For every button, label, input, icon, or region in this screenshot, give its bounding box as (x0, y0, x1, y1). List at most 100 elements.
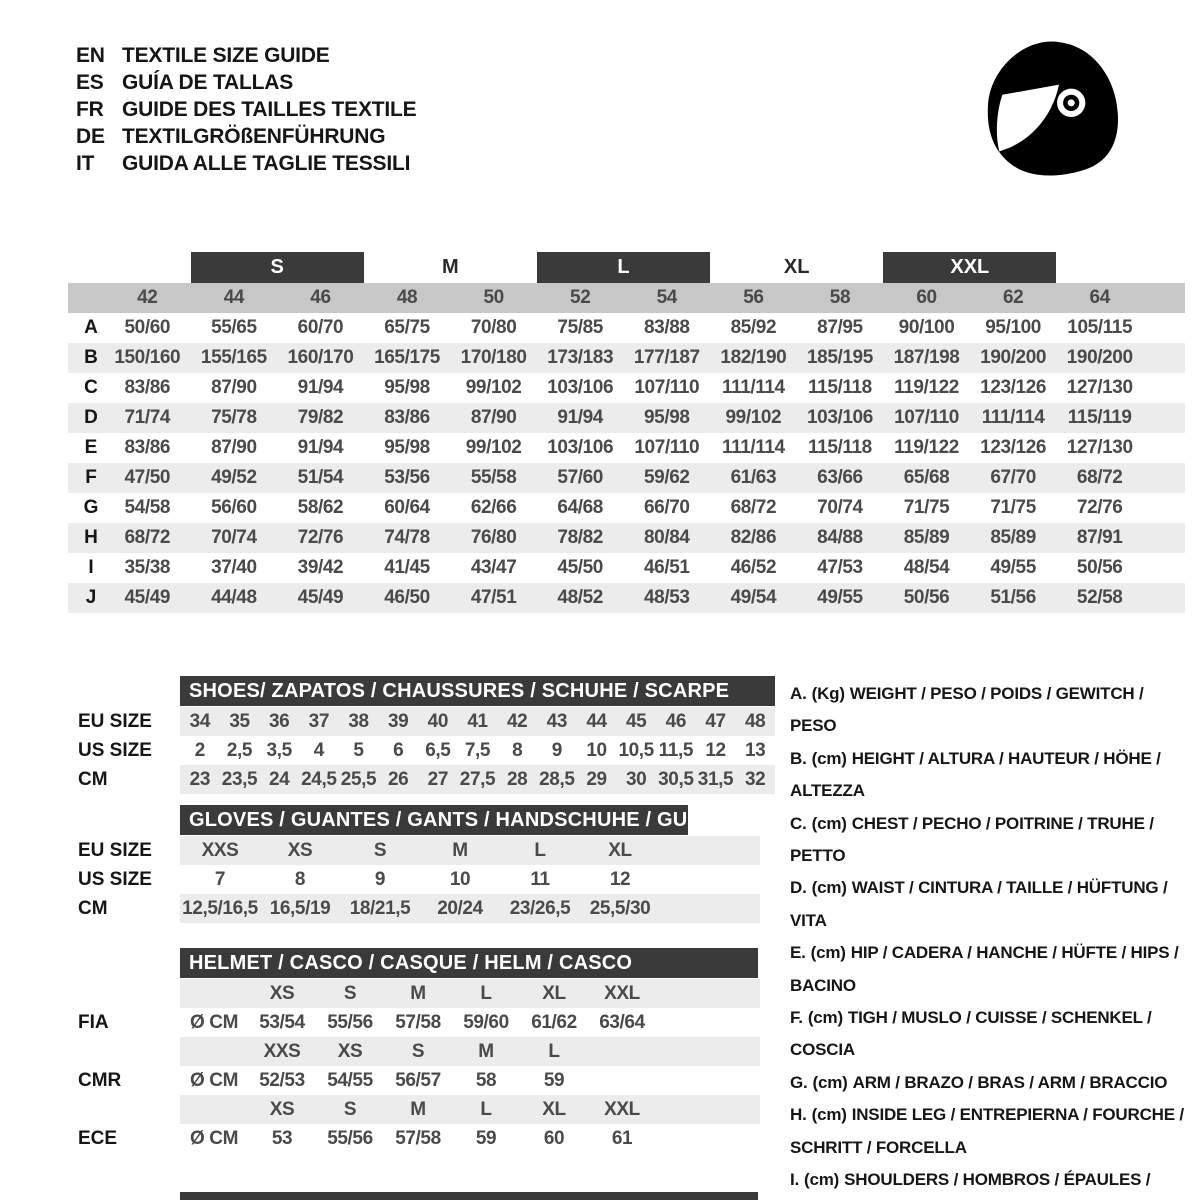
measure-value: 47/53 (817, 557, 863, 578)
legend-unit: (cm) (807, 1008, 843, 1028)
measure-value: 70/74 (211, 527, 257, 548)
numeric-size: 50 (483, 287, 504, 308)
numeric-size: 54 (656, 287, 678, 308)
language-code: FR (76, 98, 104, 121)
measure-value: 49/52 (211, 467, 257, 488)
legend-item: G. (cm) ARM / BRAZO / BRAS / ARM / BRACCIO (790, 1067, 1194, 1099)
size-row: US SIZE 2 2,5 3,5 4 5 6 6,5 7,5 8 9 10 10,5 11,5 12 13 (78, 736, 775, 765)
legend-text: HIP / CADERA / HANCHE / HÜFTE / HIPS / B… (790, 943, 1179, 995)
measure-value: 83/88 (644, 317, 690, 338)
size-value: 43 (546, 710, 568, 732)
measure-value: 127/130 (1066, 437, 1133, 458)
size-value: 10,5 (618, 739, 654, 761)
measure-value: 119/122 (894, 377, 959, 398)
measure-row-label: B (84, 347, 98, 368)
helmet-size-label: M (478, 1040, 494, 1062)
measure-value: 87/90 (470, 407, 517, 428)
size-value: 24,5 (301, 768, 337, 790)
shoes-size-table: SHOES/ ZAPATOS / CHAUSSURES / SCHUHE / S… (78, 676, 775, 794)
measure-value: 84/88 (817, 527, 863, 548)
standard-label: FIA (78, 1011, 109, 1033)
legend-item: C. (cm) CHEST / PECHO / POITRINE / TRUHE /… (790, 808, 1194, 873)
measure-value: 39/42 (297, 557, 344, 578)
size-row-label: CM (78, 897, 108, 919)
legend-key: A. (790, 684, 807, 703)
numeric-size: 56 (743, 287, 764, 308)
helmet-size-cells: XXS XS S M L (180, 1037, 760, 1066)
measure-row-label: J (85, 587, 97, 608)
helmet-size-label: M (410, 982, 426, 1004)
helmet-size-label: S (411, 1040, 425, 1062)
measure-value: 115/118 (808, 377, 872, 398)
legend-key: C. (790, 813, 807, 833)
legend-text: WEIGHT / PESO / POIDS / GEWITCH / PESO (790, 684, 1144, 736)
measure-value: 49/55 (817, 587, 863, 608)
measure-value: 107/110 (634, 377, 700, 398)
size-value: 30 (625, 768, 647, 790)
legend-text: SHOULDERS / HOMBROS / ÉPAULES / SCHULTER… (844, 1170, 1151, 1190)
helmet-value: 59 (475, 1127, 497, 1149)
measure-row-label: C (84, 377, 98, 398)
measure-value: 46/50 (384, 587, 430, 608)
legend-text: WAIST / CINTURA / TAILLE / HÜFTUNG / VIT… (790, 878, 1168, 930)
helmet-size-label: XL (542, 982, 566, 1004)
measure-value: 99/102 (465, 437, 522, 458)
size-cells: XXS XS S M L XL (180, 836, 760, 865)
measure-value: 115/118 (808, 437, 872, 458)
size-value: 46 (665, 710, 687, 732)
legend-item: I.(cm)SHOULDERS / HOMBROS / ÉPAULES / SC… (790, 1164, 1194, 1200)
measure-value: 83/86 (384, 407, 430, 428)
helmet-value: 63/64 (599, 1011, 645, 1033)
size-value: 12 (705, 739, 726, 761)
measure-value: 41/45 (384, 557, 430, 578)
measure-value: 173/183 (547, 347, 614, 368)
measure-value: 85/89 (903, 527, 950, 548)
helmet-size-header-row: XXS XS S M L (78, 1037, 760, 1066)
size-value: 29 (586, 768, 607, 790)
measure-row-label: D (84, 407, 98, 428)
helmet-value: 61 (611, 1127, 633, 1149)
language-row: IT GUIDA ALLE TAGLIE TESSILI (76, 150, 416, 177)
measure-value: 91/94 (297, 437, 344, 458)
legend-item: F. (cm) TIGH / MUSLO / CUISSE / SCHENKEL /… (790, 1002, 1194, 1067)
measure-value: 127/130 (1066, 377, 1133, 398)
standard-label: CMR (78, 1069, 122, 1091)
measure-value: 83/86 (124, 437, 171, 458)
measure-value: 165/175 (374, 347, 440, 368)
helmet-size-label: S (343, 1098, 357, 1120)
measure-value: 115/119 (1067, 407, 1132, 428)
size-value: 27,5 (459, 768, 496, 790)
size-group-label: L (536, 252, 711, 283)
size-value: 5 (353, 739, 364, 761)
legend-key: D. (790, 878, 807, 898)
measure-value: 56/60 (211, 497, 257, 518)
measure-value: 85/92 (730, 317, 777, 338)
helmet-size-label: XXS (263, 1040, 301, 1062)
size-cells: 12,5/16,5 16,5/19 18/21,5 20/24 23/26,5 25,5/… (180, 894, 760, 923)
measure-value: 185/195 (807, 347, 873, 368)
language-title: GUÍA DE TALLAS (122, 71, 294, 94)
helmet-value-row: FIA Ø CM 53/54 55/56 57/58 59/60 61/62 63/64 (78, 1008, 760, 1037)
measure-value: 91/94 (557, 407, 603, 428)
measure-value: 48/53 (644, 587, 690, 608)
measure-value: 49/54 (730, 587, 777, 608)
size-value: 7 (214, 868, 226, 890)
size-value: 2,5 (226, 739, 253, 761)
size-cells: 23 23,5 24 24,5 25,5 26 27 27,5 28 28,5 29 30 30,5 31… (180, 765, 775, 794)
numeric-size: 42 (137, 287, 158, 308)
size-value: 30,5 (658, 768, 694, 790)
size-value: XL (608, 839, 632, 861)
legend-unit: (cm) (811, 813, 847, 833)
helmet-size-label: XS (269, 1098, 295, 1120)
language-code: EN (76, 44, 105, 67)
measure-value: 65/75 (384, 317, 430, 338)
measure-value: 111/114 (981, 407, 1045, 428)
size-value: 9 (374, 868, 386, 890)
measure-row: B 150/160 155/165 160/170 165/175 170/180 173/… (68, 343, 1185, 373)
legend-key: F. (790, 1008, 803, 1028)
helmet-size-label: XS (337, 1040, 363, 1062)
language-title: TEXTILE SIZE GUIDE (122, 44, 330, 67)
measure-value: 50/56 (903, 587, 950, 608)
size-group-label: S (190, 252, 364, 283)
measure-value: 66/70 (644, 497, 690, 518)
